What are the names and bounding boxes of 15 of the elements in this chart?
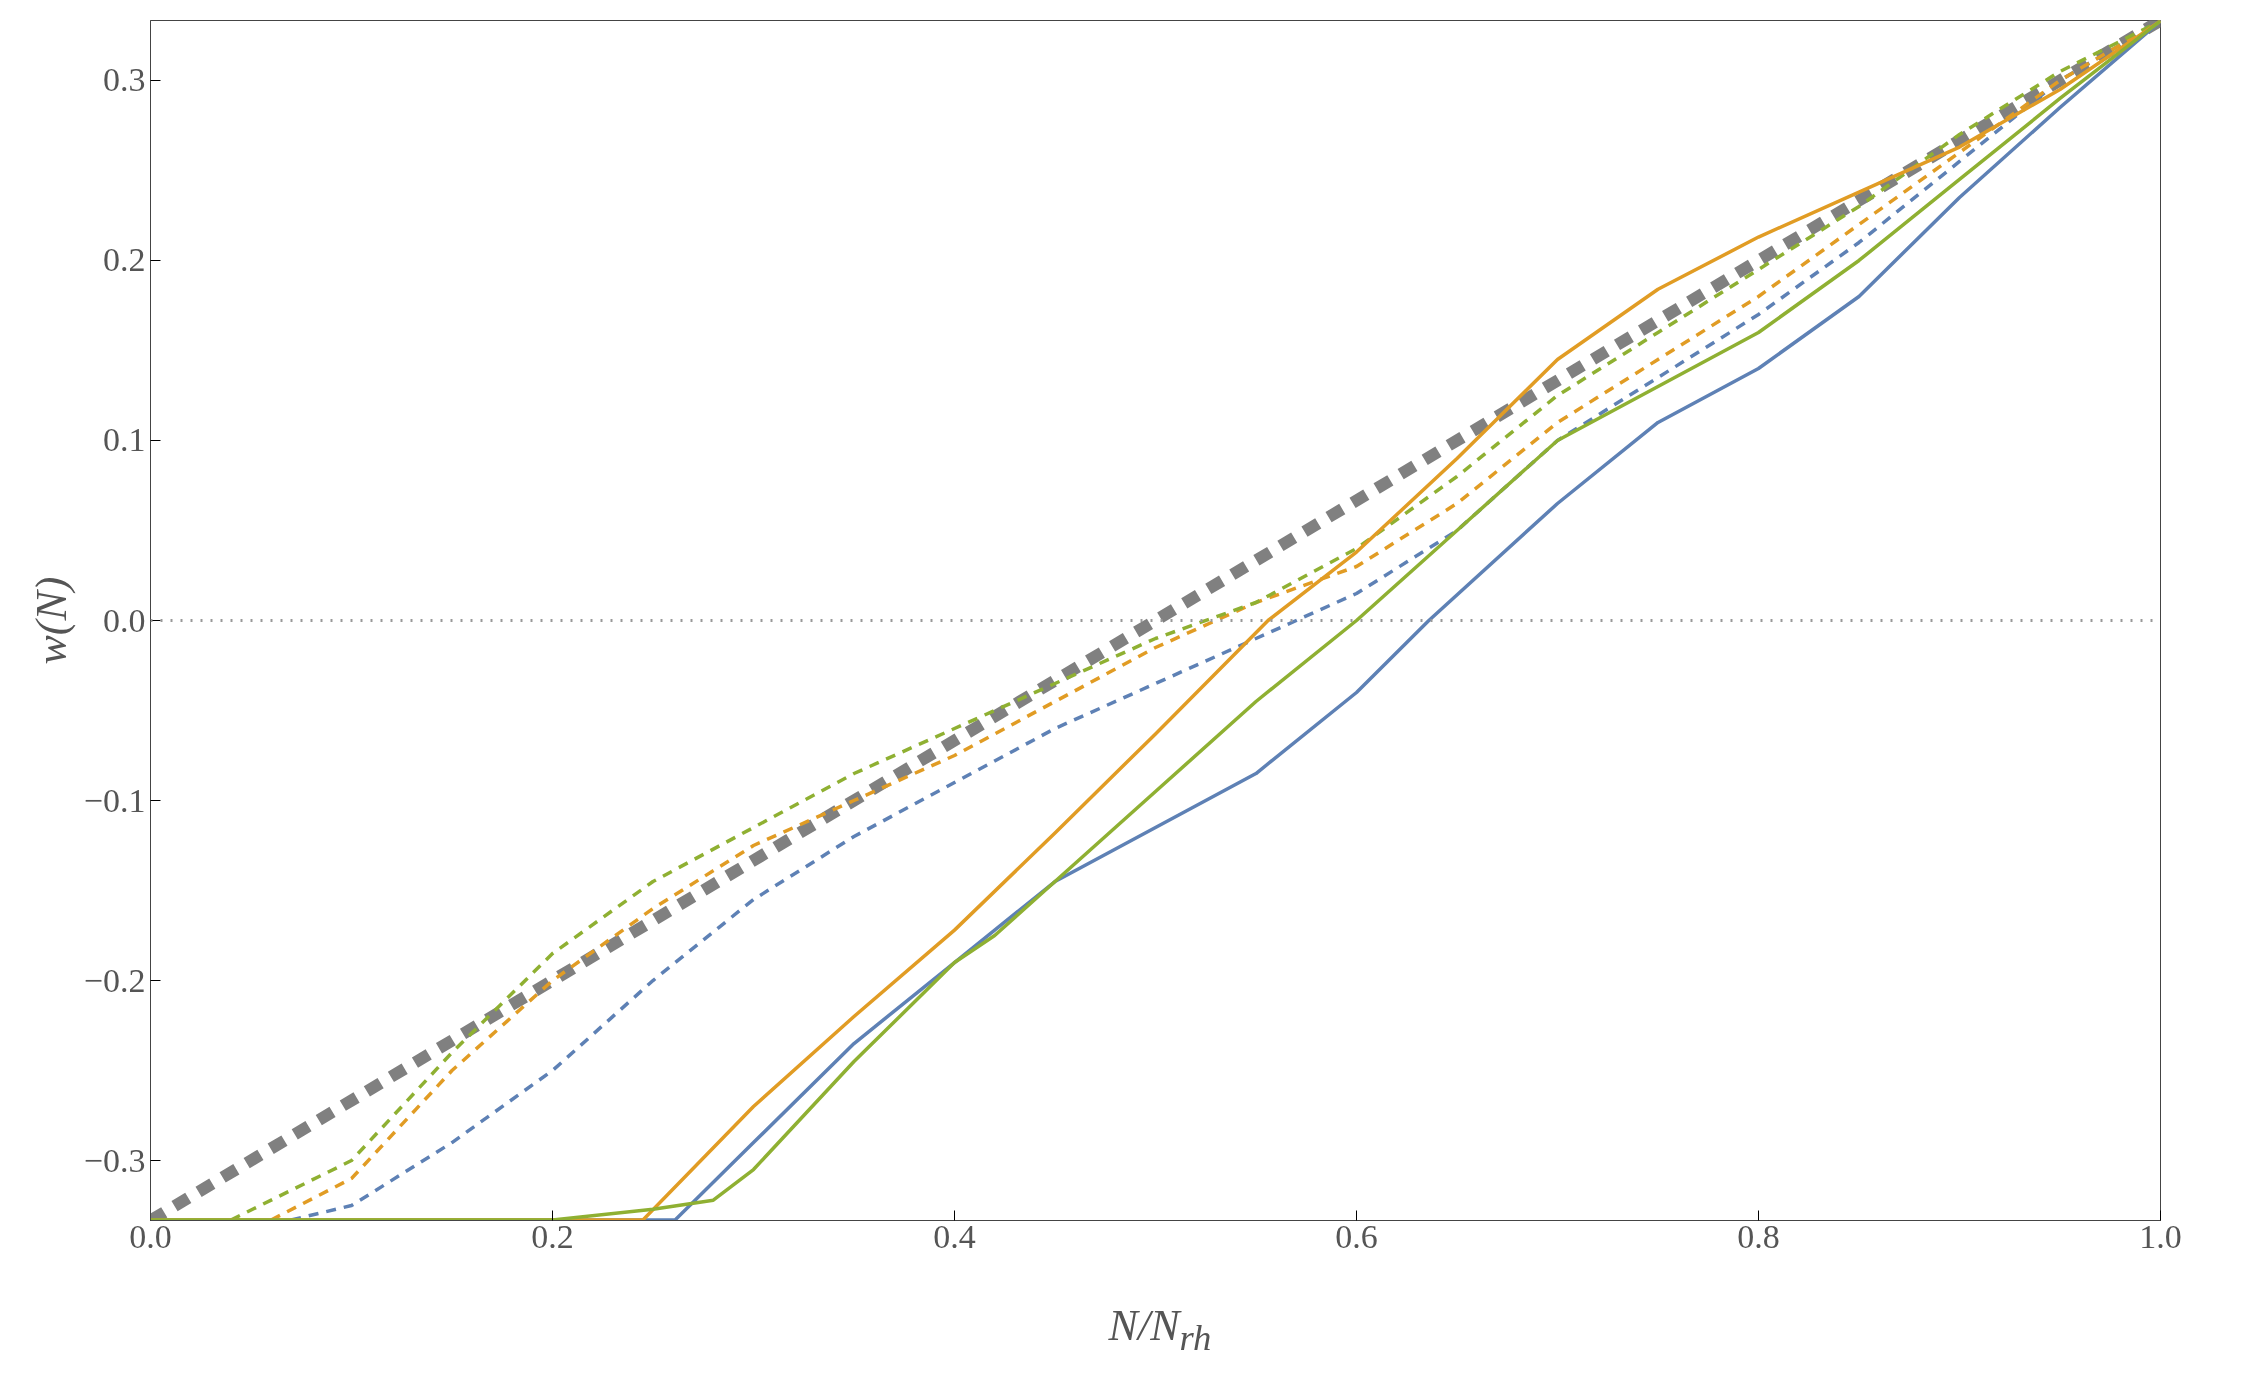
y-axis-title: w(N) (26, 576, 76, 665)
x-tick-label: 0.4 (933, 1217, 976, 1255)
y-tick-label: 0.2 (103, 241, 146, 279)
x-tick-label: 0.6 (1335, 1217, 1378, 1255)
x-tick-label: 0.8 (1737, 1217, 1780, 1255)
x-tick-label: 0.0 (129, 1217, 172, 1255)
y-tick-label: 0.0 (103, 601, 146, 639)
y-tick-label: −0.3 (83, 1141, 146, 1179)
y-tick-label: −0.1 (83, 781, 146, 819)
y-tick-label: −0.2 (83, 961, 146, 999)
x-tick-label: 1.0 (2139, 1217, 2182, 1255)
y-tick-label: 0.1 (103, 421, 146, 459)
x-axis-title: N/N$_{rh}$ (1108, 1300, 1212, 1360)
y-tick-label: 0.3 (103, 61, 146, 99)
x-tick-label: 0.2 (531, 1217, 574, 1255)
